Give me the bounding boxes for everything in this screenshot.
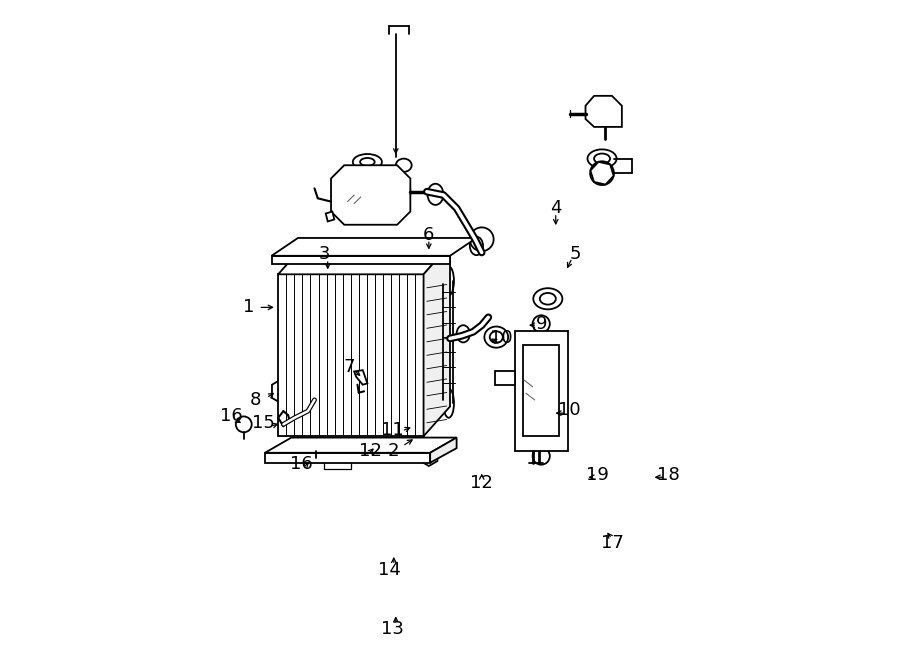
Text: 12: 12 xyxy=(471,473,493,492)
Polygon shape xyxy=(265,453,430,463)
Polygon shape xyxy=(272,256,450,264)
Polygon shape xyxy=(355,370,367,385)
Polygon shape xyxy=(424,245,450,436)
Text: 5: 5 xyxy=(570,245,581,264)
Text: 12: 12 xyxy=(359,442,382,460)
Text: 4: 4 xyxy=(550,199,562,217)
Ellipse shape xyxy=(444,266,454,295)
Text: 11: 11 xyxy=(381,420,404,439)
Polygon shape xyxy=(272,238,476,256)
Polygon shape xyxy=(586,96,622,127)
Ellipse shape xyxy=(444,389,454,418)
Text: 8: 8 xyxy=(249,391,261,409)
Polygon shape xyxy=(515,330,568,451)
Text: 14: 14 xyxy=(378,561,400,579)
Polygon shape xyxy=(278,274,424,436)
Polygon shape xyxy=(265,438,456,453)
Text: 10: 10 xyxy=(491,329,513,348)
Text: 3: 3 xyxy=(319,245,330,264)
Text: 1: 1 xyxy=(243,298,254,317)
Text: 6: 6 xyxy=(423,225,435,244)
Text: 18: 18 xyxy=(657,465,680,484)
Polygon shape xyxy=(430,438,456,463)
Polygon shape xyxy=(495,371,515,385)
Polygon shape xyxy=(523,345,559,436)
Ellipse shape xyxy=(428,184,444,205)
Text: 9: 9 xyxy=(536,315,547,333)
Ellipse shape xyxy=(456,325,470,342)
Text: 19: 19 xyxy=(586,465,608,484)
Text: 16: 16 xyxy=(220,407,243,426)
Text: 7: 7 xyxy=(344,358,356,376)
Polygon shape xyxy=(331,165,410,225)
Polygon shape xyxy=(326,212,334,221)
Text: 16: 16 xyxy=(290,455,312,473)
Ellipse shape xyxy=(426,453,432,459)
Ellipse shape xyxy=(470,237,483,255)
Text: 10: 10 xyxy=(558,401,580,419)
Text: 13: 13 xyxy=(381,620,404,639)
Polygon shape xyxy=(278,245,450,274)
Text: 17: 17 xyxy=(600,534,624,553)
Text: 15: 15 xyxy=(252,414,275,432)
Ellipse shape xyxy=(593,104,613,124)
Ellipse shape xyxy=(396,159,411,172)
Text: 2: 2 xyxy=(388,442,400,460)
